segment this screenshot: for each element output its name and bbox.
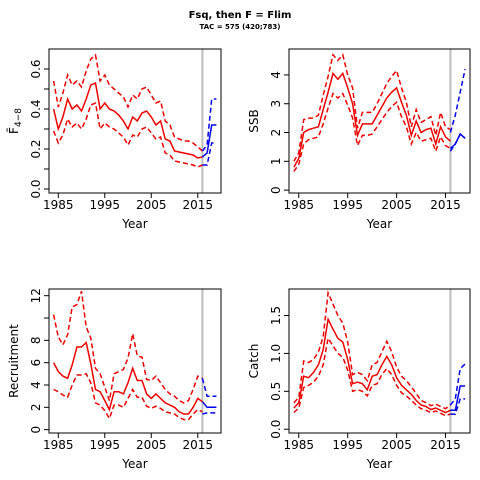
x-tick-label: 1995 <box>332 198 363 212</box>
series-proj-upper-line <box>201 378 217 397</box>
x-tick-label: 1985 <box>43 438 74 452</box>
y-axis-label: SSB <box>247 109 261 132</box>
y-tick-label: 12 <box>29 288 43 303</box>
y-tick-label: 0.6 <box>29 59 43 78</box>
x-tick-label: 2015 <box>182 198 213 212</box>
y-tick-label: 0.0 <box>29 179 43 198</box>
series-median-line <box>52 81 203 159</box>
series-median-line <box>293 71 451 168</box>
x-tick-label: 1995 <box>90 438 121 452</box>
x-tick-label: 2015 <box>430 198 461 212</box>
y-tick-label: 4 <box>29 381 43 389</box>
x-tick-label: 1985 <box>43 198 74 212</box>
series-upper-line <box>293 289 451 410</box>
x-axis-label: Year <box>366 217 392 231</box>
y-tick-label: 0.0 <box>269 420 283 439</box>
figure-title: Fsq, then F = Flim <box>188 10 292 21</box>
series-proj-median-line <box>201 124 217 158</box>
series-proj-upper-line <box>201 98 217 152</box>
y-tick-label: 0.4 <box>29 99 43 118</box>
series-lower-line <box>52 101 203 168</box>
plot-frame <box>288 48 471 194</box>
series-median-line <box>52 341 203 415</box>
chart-panel-bottom-right: 1985 1995 2005 2015 0.0 0.5 1.0 1.5 Year Catch <box>247 288 471 471</box>
y-tick-label: 0 <box>269 186 283 194</box>
series-proj-lower-line <box>202 142 217 166</box>
y-tick-label: 0.2 <box>29 139 43 158</box>
y-tick-label: 1.5 <box>269 306 283 325</box>
series-proj-lower-line <box>450 398 466 415</box>
x-tick-label: 1995 <box>332 438 363 452</box>
y-tick-label: 1 <box>269 157 283 165</box>
plot-frame <box>288 288 471 434</box>
y-tick-label: 2 <box>269 129 283 137</box>
y-tick-label: 0 <box>29 426 43 434</box>
y-tick-label: 8 <box>29 337 43 345</box>
series-proj-upper-line <box>449 363 466 406</box>
series-proj-median-line <box>449 132 466 149</box>
plot-frame <box>48 48 222 194</box>
x-axis-label: Year <box>121 217 147 231</box>
series-proj-median-line <box>450 385 466 412</box>
x-axis-label: Year <box>121 457 147 471</box>
series-upper-line <box>293 53 451 162</box>
series-upper-line <box>52 53 203 152</box>
x-tick-label: 2005 <box>381 198 412 212</box>
series-proj-lower-line <box>449 132 466 152</box>
figure-subtitle: TAC = 575 (420;783) <box>199 23 281 31</box>
series-lower-line <box>293 336 451 417</box>
chart-panel-top-right: 1985 1995 2005 2015 0 1 2 3 4 Year SSB <box>247 48 471 231</box>
y-tick-label: 6 <box>29 359 43 367</box>
y-tick-label: 1.0 <box>269 344 283 363</box>
series-proj-upper-line <box>449 69 466 133</box>
x-tick-label: 2005 <box>136 198 167 212</box>
x-tick-label: 1985 <box>284 198 315 212</box>
chart-panel-top-left: 1985 1995 2005 2015 0.0 0.2 0.4 0.6 Year F̄4−8 <box>7 48 222 231</box>
chart-panel-bottom-left: 1985 1995 2005 2015 0 2 4 6 8 12 Year Recruitment <box>7 288 222 471</box>
y-axis-label: F̄4−8 <box>7 108 24 134</box>
series-proj-lower-line <box>202 412 217 415</box>
y-axis-label: Recruitment <box>7 324 21 398</box>
x-tick-label: 1995 <box>90 198 121 212</box>
y-tick-label: 4 <box>269 71 283 79</box>
series-lower-line <box>53 372 203 421</box>
x-tick-label: 1985 <box>284 438 315 452</box>
plot-frame <box>48 288 222 434</box>
y-tick-label: 0.5 <box>269 382 283 401</box>
series-proj-median-line <box>201 401 217 409</box>
x-axis-label: Year <box>366 457 392 471</box>
y-axis-label: Catch <box>247 344 261 379</box>
series-upper-line <box>52 290 203 404</box>
x-tick-label: 2015 <box>182 438 213 452</box>
x-tick-label: 2015 <box>430 438 461 452</box>
series-lower-line <box>293 92 451 172</box>
x-tick-label: 2005 <box>136 438 167 452</box>
series-median-line <box>293 316 451 414</box>
x-tick-label: 2005 <box>381 438 412 452</box>
y-tick-label: 3 <box>269 100 283 108</box>
y-tick-label: 2 <box>29 404 43 412</box>
